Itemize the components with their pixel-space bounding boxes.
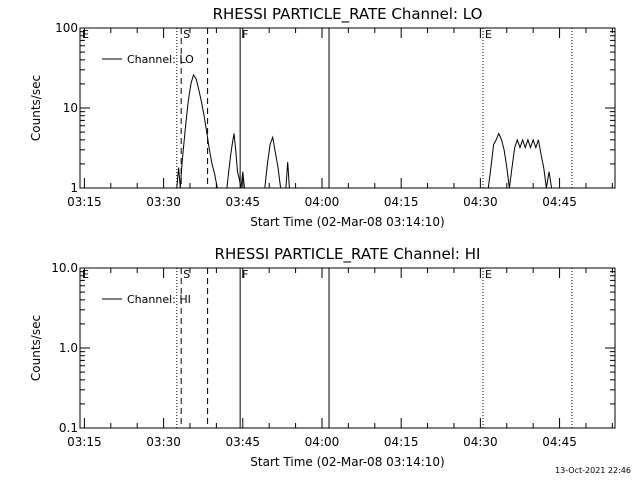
panel-1-event-marker-label: E: [485, 28, 492, 41]
panel-1-series-line: [264, 135, 282, 189]
panel-2-x-axis-label: Start Time (02-Mar-08 03:14:10): [250, 455, 444, 469]
panel-1-y-tick-label: 100: [55, 21, 78, 35]
panel-2-y-tick-label: 1.0: [59, 341, 78, 355]
panel-2-legend-label: Channel: HI: [127, 293, 191, 306]
panel-2-x-tick-label: 03:15: [67, 435, 102, 449]
panel-1-series-line: [487, 132, 553, 189]
panel-2-x-tick-label: 04:00: [305, 435, 340, 449]
panel-1-event-marker-label: E: [82, 28, 89, 41]
panel-2-event-marker-label: F: [242, 268, 248, 281]
generation-timestamp: 13-Oct-2021 22:46: [555, 466, 631, 475]
panel-1-y-tick-label: 10: [63, 101, 78, 115]
panel-1-event-marker-label: S: [183, 28, 190, 41]
panel-1-x-tick-label: 04:30: [463, 195, 498, 209]
panel-2-event-marker-label: S: [183, 268, 190, 281]
panel-2-y-tick-label: 10.0: [51, 261, 78, 275]
panel-2-event-marker-label: E: [485, 268, 492, 281]
panel-1-x-tick-label: 03:30: [146, 195, 181, 209]
panel-1-x-tick-label: 04:00: [305, 195, 340, 209]
panel-2-x-tick-label: 04:15: [384, 435, 419, 449]
panel-1-y-axis-label: Counts/sec: [29, 75, 43, 141]
panel-2-y-axis-label: Counts/sec: [29, 315, 43, 381]
panel-2-chart-title: RHESSI PARTICLE_RATE Channel: HI: [215, 245, 481, 264]
panel-2-event-marker-label: E: [82, 268, 89, 281]
panel-1-plot-frame: [79, 27, 616, 189]
panel-1-series-line: [240, 171, 245, 189]
panel-2-x-tick-label: 04:30: [463, 435, 498, 449]
panel-1-chart-title: RHESSI PARTICLE_RATE Channel: LO: [213, 5, 483, 24]
panel-1-x-axis-label: Start Time (02-Mar-08 03:14:10): [250, 215, 444, 229]
panel-1-x-tick-label: 03:15: [67, 195, 102, 209]
panel-1-x-tick-label: 04:45: [542, 195, 577, 209]
panel-1-x-tick-label: 04:15: [384, 195, 419, 209]
panel-1-event-marker-label: F: [242, 28, 248, 41]
panel-2-x-tick-label: 03:45: [225, 435, 260, 449]
panel-2-y-tick-label: 0.1: [59, 421, 78, 435]
panel-1-series-line: [285, 162, 290, 189]
panel-1-legend-label: Channel: LO: [127, 53, 194, 66]
panel-1-series-line: [226, 133, 242, 189]
panel-1-x-tick-label: 03:45: [225, 195, 260, 209]
panel-1-y-tick-label: 1: [70, 181, 78, 195]
panel-2-plot-frame: [79, 267, 616, 429]
panel-1-series-line: [176, 73, 218, 189]
panel-2-x-tick-label: 03:30: [146, 435, 181, 449]
panel-2-x-tick-label: 04:45: [542, 435, 577, 449]
